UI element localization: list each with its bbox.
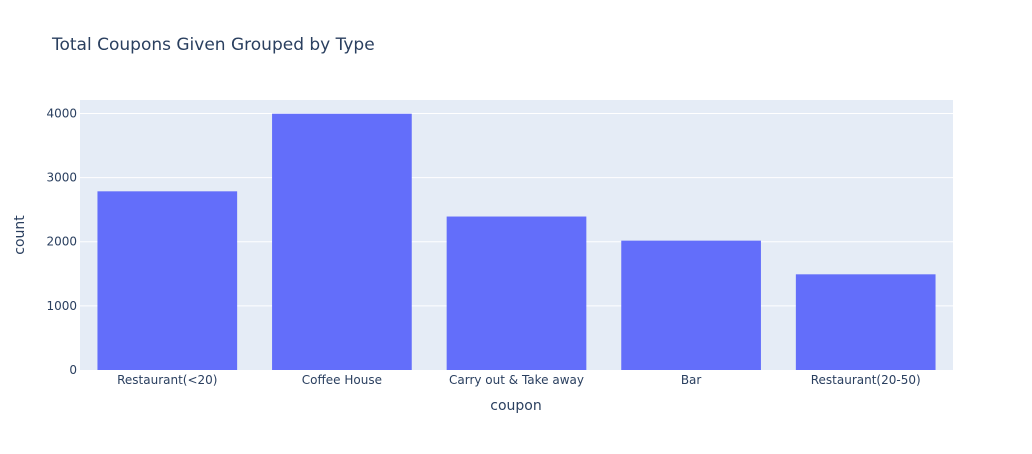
x-tick-label: Carry out & Take away xyxy=(449,373,584,387)
bar xyxy=(621,240,761,370)
bar xyxy=(446,216,587,370)
y-tick-label: 0 xyxy=(69,363,77,377)
bar xyxy=(272,113,412,371)
y-tick-label: 4000 xyxy=(46,106,77,120)
x-tick-label: Bar xyxy=(681,373,702,387)
x-axis-ticks: Restaurant(<20) Coffee House Carry out & T… xyxy=(117,373,921,387)
y-tick-label: 2000 xyxy=(46,235,77,249)
chart-title: Total Coupons Given Grouped by Type xyxy=(51,35,375,55)
bar xyxy=(795,274,936,370)
bar xyxy=(97,191,238,370)
bars xyxy=(97,113,936,371)
x-tick-label: Restaurant(20-50) xyxy=(811,373,921,387)
x-tick-label: Restaurant(<20) xyxy=(117,373,217,387)
y-axis-label: count xyxy=(12,215,28,255)
x-axis-label: coupon xyxy=(490,398,541,414)
y-tick-label: 1000 xyxy=(46,299,77,313)
y-tick-label: 3000 xyxy=(46,171,77,185)
y-axis-ticks: 0 1000 2000 3000 4000 xyxy=(46,106,77,377)
x-tick-label: Coffee House xyxy=(302,373,382,387)
